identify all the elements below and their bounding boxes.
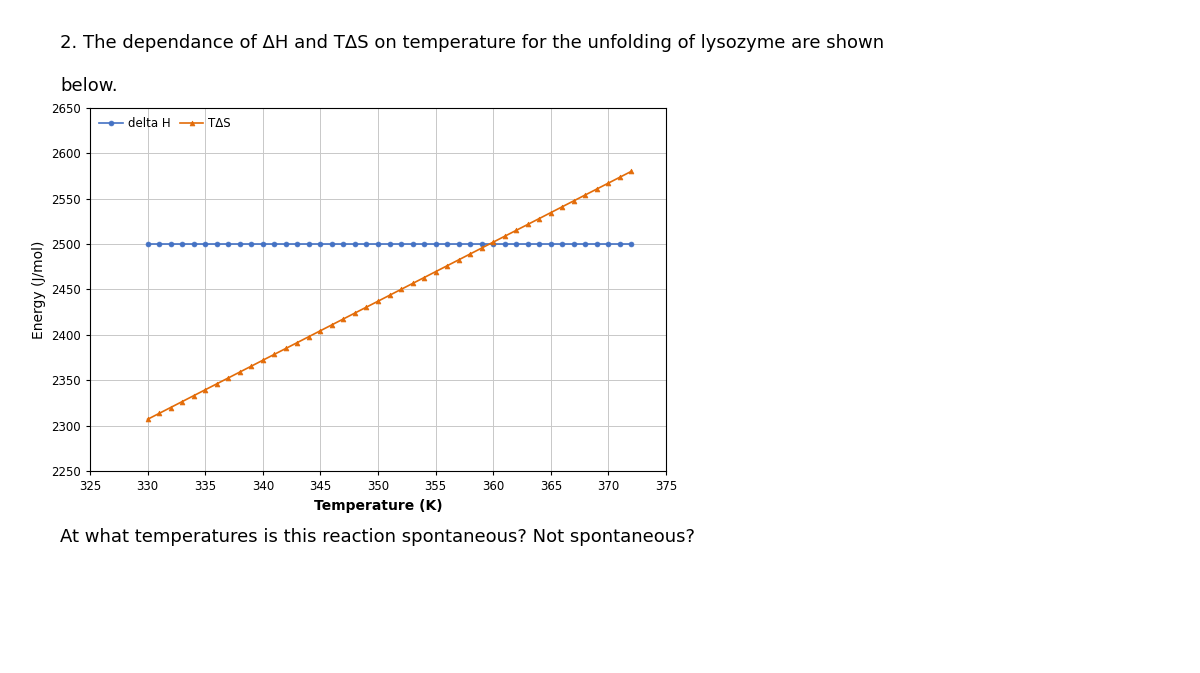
TΔS: [301, 332, 316, 341]
delta H: [175, 240, 190, 248]
TΔS: [244, 362, 258, 370]
delta H: [152, 240, 167, 248]
TΔS: [406, 279, 420, 287]
TΔS: [613, 173, 628, 181]
delta H: [325, 240, 340, 248]
TΔS: [359, 303, 373, 311]
TΔS: [278, 345, 293, 353]
delta H: [428, 240, 443, 248]
delta H: [186, 240, 200, 248]
TΔS: [233, 368, 247, 376]
delta H: [313, 240, 328, 248]
delta H: [589, 240, 604, 248]
TΔS: [268, 351, 282, 359]
delta H: [278, 240, 293, 248]
Text: At what temperatures is this reaction spontaneous? Not spontaneous?: At what temperatures is this reaction sp…: [60, 528, 695, 546]
TΔS: [498, 232, 512, 240]
TΔS: [589, 185, 604, 193]
delta H: [463, 240, 478, 248]
TΔS: [186, 392, 200, 400]
TΔS: [601, 179, 616, 187]
X-axis label: Temperature (K): Temperature (K): [313, 499, 443, 513]
TΔS: [221, 374, 235, 382]
delta H: [359, 240, 373, 248]
delta H: [544, 240, 558, 248]
Line: TΔS: TΔS: [145, 169, 634, 422]
TΔS: [394, 285, 408, 293]
TΔS: [428, 268, 443, 276]
delta H: [406, 240, 420, 248]
delta H: [290, 240, 305, 248]
delta H: [613, 240, 628, 248]
Legend: delta H, TΔS: delta H, TΔS: [96, 114, 234, 134]
delta H: [394, 240, 408, 248]
delta H: [532, 240, 546, 248]
TΔS: [290, 339, 305, 347]
TΔS: [256, 356, 270, 364]
TΔS: [474, 244, 488, 252]
delta H: [301, 240, 316, 248]
TΔS: [152, 409, 167, 417]
TΔS: [313, 326, 328, 334]
TΔS: [336, 315, 350, 323]
delta H: [268, 240, 282, 248]
TΔS: [556, 203, 570, 211]
Text: 2. The dependance of ΔH and TΔS on temperature for the unfolding of lysozyme are: 2. The dependance of ΔH and TΔS on tempe…: [60, 34, 884, 52]
delta H: [440, 240, 455, 248]
TΔS: [624, 167, 638, 175]
delta H: [198, 240, 212, 248]
TΔS: [383, 291, 397, 299]
delta H: [624, 240, 638, 248]
delta H: [163, 240, 178, 248]
delta H: [451, 240, 466, 248]
TΔS: [325, 321, 340, 329]
TΔS: [486, 238, 500, 246]
delta H: [233, 240, 247, 248]
TΔS: [521, 220, 535, 228]
Y-axis label: Energy (J/mol): Energy (J/mol): [31, 240, 46, 339]
delta H: [521, 240, 535, 248]
delta H: [244, 240, 258, 248]
Line: delta H: delta H: [145, 242, 634, 246]
TΔS: [140, 415, 155, 423]
TΔS: [440, 262, 455, 270]
delta H: [371, 240, 385, 248]
delta H: [336, 240, 350, 248]
TΔS: [210, 380, 224, 388]
delta H: [210, 240, 224, 248]
delta H: [601, 240, 616, 248]
delta H: [416, 240, 431, 248]
TΔS: [463, 250, 478, 258]
TΔS: [509, 226, 523, 234]
delta H: [140, 240, 155, 248]
delta H: [348, 240, 362, 248]
TΔS: [544, 209, 558, 217]
TΔS: [416, 273, 431, 281]
delta H: [474, 240, 488, 248]
TΔS: [451, 256, 466, 264]
delta H: [566, 240, 581, 248]
TΔS: [566, 197, 581, 205]
delta H: [578, 240, 593, 248]
Text: below.: below.: [60, 77, 118, 96]
TΔS: [175, 398, 190, 406]
TΔS: [348, 309, 362, 317]
delta H: [509, 240, 523, 248]
TΔS: [198, 386, 212, 394]
delta H: [498, 240, 512, 248]
delta H: [221, 240, 235, 248]
TΔS: [578, 191, 593, 199]
TΔS: [371, 297, 385, 306]
TΔS: [163, 404, 178, 412]
delta H: [486, 240, 500, 248]
delta H: [556, 240, 570, 248]
delta H: [256, 240, 270, 248]
TΔS: [532, 215, 546, 223]
delta H: [383, 240, 397, 248]
